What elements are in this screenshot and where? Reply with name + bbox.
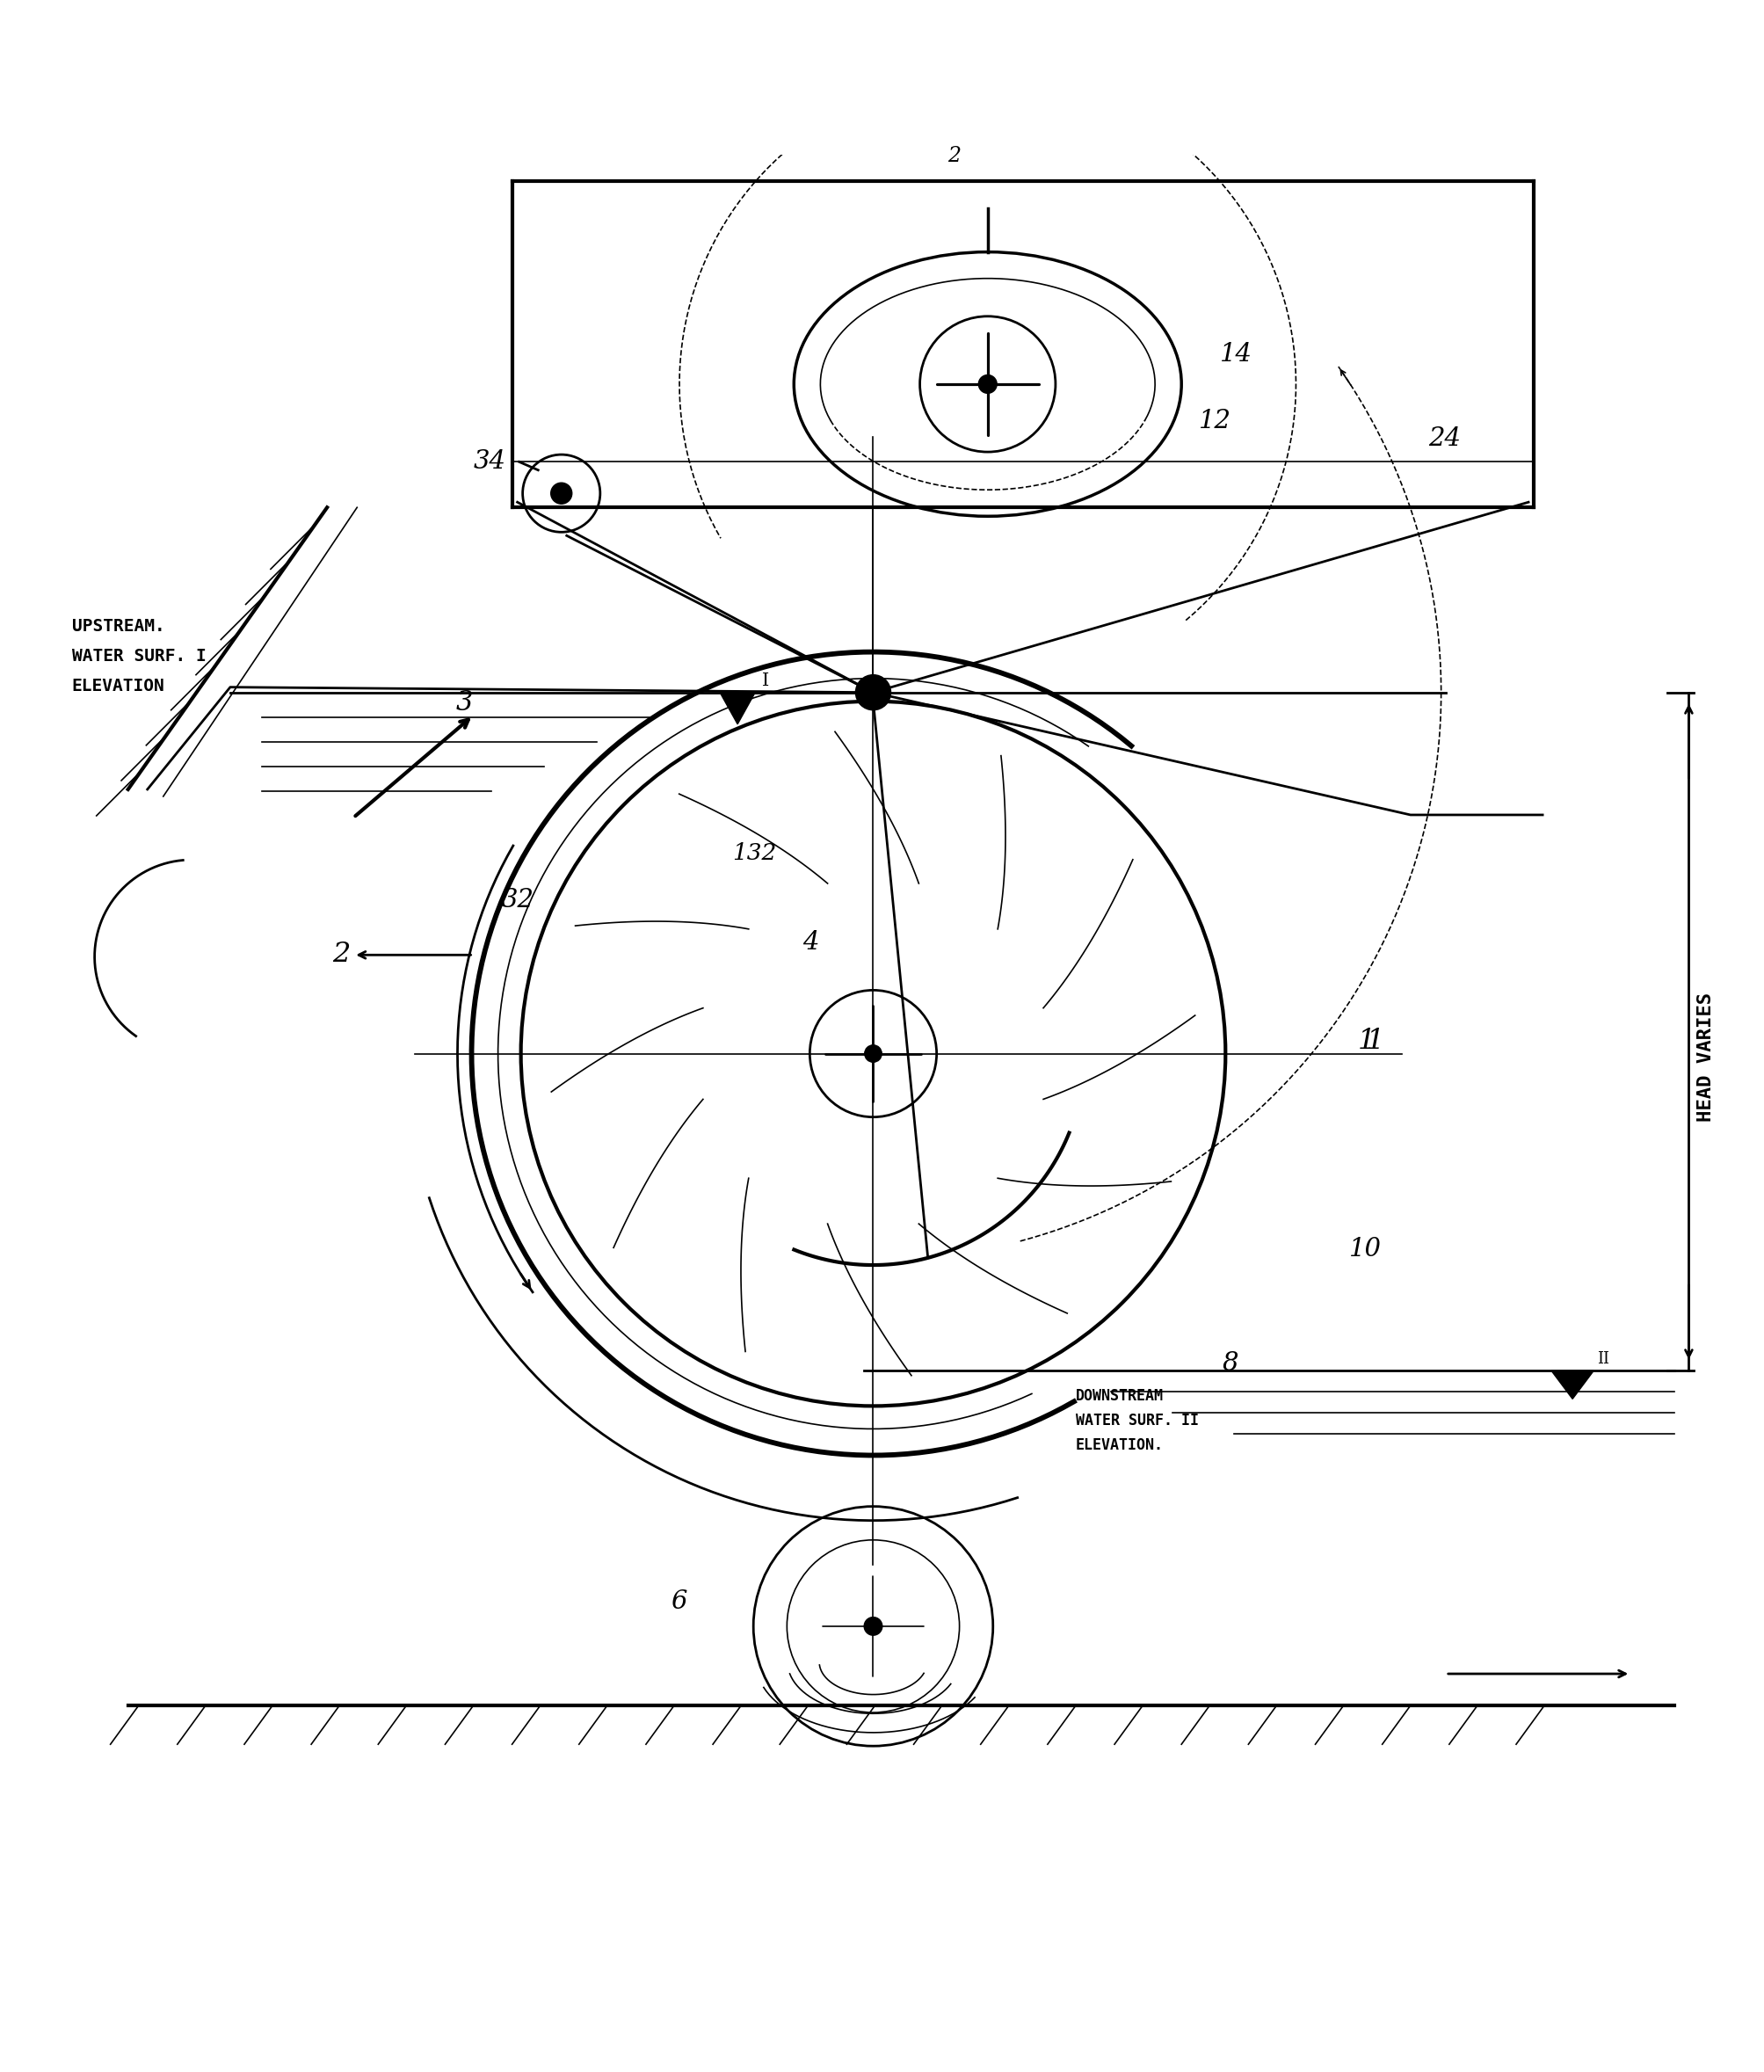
Text: UPSTREAM.: UPSTREAM. <box>72 617 164 634</box>
Text: 14: 14 <box>1221 342 1252 367</box>
Text: 1: 1 <box>1367 1028 1385 1055</box>
Text: 8: 8 <box>1222 1351 1238 1376</box>
Text: 12: 12 <box>1200 408 1231 433</box>
Polygon shape <box>1551 1372 1593 1399</box>
Circle shape <box>856 675 891 711</box>
Text: 4: 4 <box>803 930 818 955</box>
Circle shape <box>979 375 997 394</box>
Circle shape <box>550 483 572 503</box>
Text: 6: 6 <box>670 1589 686 1614</box>
Circle shape <box>864 1616 882 1635</box>
Text: 32: 32 <box>501 889 534 912</box>
Text: 24: 24 <box>1429 427 1461 452</box>
Text: I: I <box>762 671 769 688</box>
Text: 132: 132 <box>732 841 776 864</box>
Text: 1: 1 <box>1358 1028 1376 1055</box>
Text: 34: 34 <box>473 450 506 474</box>
Text: II: II <box>1596 1351 1609 1368</box>
Polygon shape <box>720 692 755 723</box>
Text: WATER SURF. II: WATER SURF. II <box>1076 1413 1200 1430</box>
Circle shape <box>864 1044 882 1063</box>
Text: HEAD VARIES: HEAD VARIES <box>1697 992 1715 1121</box>
Text: ELEVATION: ELEVATION <box>72 678 164 694</box>
Text: ELEVATION.: ELEVATION. <box>1076 1438 1164 1455</box>
Text: 2: 2 <box>947 147 960 166</box>
Text: 3: 3 <box>455 690 473 717</box>
Text: DOWNSTREAM: DOWNSTREAM <box>1076 1388 1164 1405</box>
Text: 10: 10 <box>1349 1237 1381 1262</box>
Text: 2: 2 <box>332 941 351 968</box>
Text: WATER SURF. I: WATER SURF. I <box>72 649 206 665</box>
